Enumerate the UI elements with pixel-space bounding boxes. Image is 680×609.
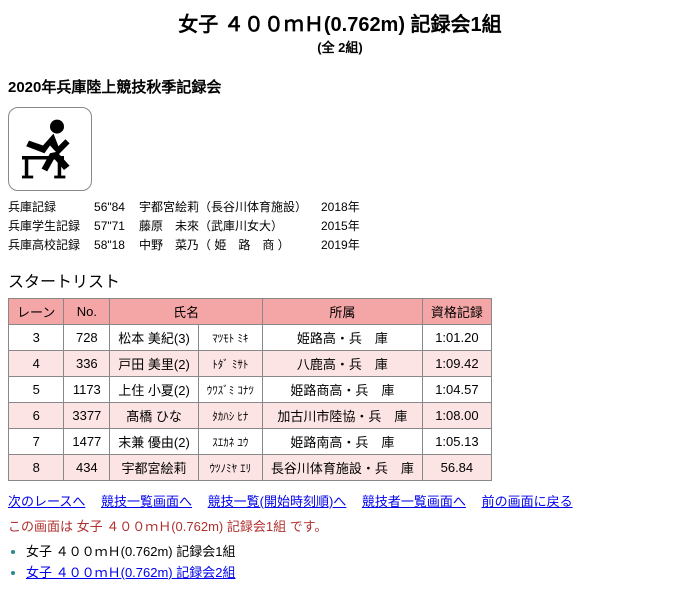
nav-links: 次のレースへ 競技一覧画面へ 競技一覧(開始時刻順)へ 競技者一覧画面へ 前の画… (8, 491, 672, 510)
cell-name: 末兼 優由(2) (110, 429, 199, 455)
heat-link[interactable]: 女子 ４００ｍＨ(0.762m) 記録会2組 (26, 565, 235, 580)
cell-no: 728 (64, 325, 110, 351)
cell-kana: ﾀｶﾊｼ ﾋﾅ (198, 403, 262, 429)
cell-no: 1477 (64, 429, 110, 455)
record-label: 兵庫記録 (8, 197, 94, 216)
col-lane: レーン (9, 299, 64, 325)
cell-lane: 7 (9, 429, 64, 455)
col-name: 氏名 (110, 299, 263, 325)
cell-lane: 5 (9, 377, 64, 403)
cell-kana: ﾄﾀﾞ ﾐｻﾄ (198, 351, 262, 377)
record-holder: 藤原 未來（武庫川女大） (139, 216, 321, 235)
cell-affil: 姫路南高・兵 庫 (262, 429, 422, 455)
link-next-race[interactable]: 次のレースへ (8, 494, 85, 509)
record-row: 兵庫学生記録57"71藤原 未來（武庫川女大）2015年 (8, 216, 374, 235)
cell-lane: 4 (9, 351, 64, 377)
record-row: 兵庫記録56"84宇都宮絵莉（長谷川体育施設）2018年 (8, 197, 374, 216)
heat-count: (全 2組) (8, 37, 672, 56)
cell-affil: 姫路商高・兵 庫 (262, 377, 422, 403)
startlist-header-row: レーン No. 氏名 所属 資格記録 (9, 299, 492, 325)
title-block: 女子 ４００ｍＨ(0.762m) 記録会1組 (全 2組) (8, 8, 672, 56)
cell-no: 434 (64, 455, 110, 481)
cell-qual: 1:05.13 (422, 429, 491, 455)
cell-no: 1173 (64, 377, 110, 403)
cell-kana: ｳﾜｽﾞﾐ ｺﾅﾂ (198, 377, 262, 403)
cell-kana: ｽｴｶﾈ ﾕｳ (198, 429, 262, 455)
record-year: 2015年 (321, 216, 374, 235)
record-mark: 58"18 (94, 235, 139, 254)
record-label: 兵庫高校記録 (8, 235, 94, 254)
cell-lane: 6 (9, 403, 64, 429)
link-event-list-time[interactable]: 競技一覧(開始時刻順)へ (208, 494, 347, 509)
record-holder: 宇都宮絵莉（長谷川体育施設） (139, 197, 321, 216)
cell-name: 上住 小夏(2) (110, 377, 199, 403)
startlist-row: 3728松本 美紀(3)ﾏﾂﾓﾄ ﾐｷ姫路高・兵 庫1:01.20 (9, 325, 492, 351)
startlist-header: スタートリスト (8, 268, 672, 292)
cell-name: 松本 美紀(3) (110, 325, 199, 351)
heat-current-label: 女子 ４００ｍＨ(0.762m) 記録会1組 (26, 544, 235, 559)
cell-qual: 1:09.42 (422, 351, 491, 377)
cell-kana: ｳﾂﾉﾐﾔ ｴﾘ (198, 455, 262, 481)
event-icon-box (8, 107, 92, 191)
cell-kana: ﾏﾂﾓﾄ ﾐｷ (198, 325, 262, 351)
footer-note: この画面は 女子 ４００ｍＨ(0.762m) 記録会1組 です。 (8, 516, 672, 535)
cell-name: 戸田 美里(2) (110, 351, 199, 377)
col-qual: 資格記録 (422, 299, 491, 325)
startlist-row: 71477末兼 優由(2)ｽｴｶﾈ ﾕｳ姫路南高・兵 庫1:05.13 (9, 429, 492, 455)
cell-name: 髙橋 ひな (110, 403, 199, 429)
startlist-table: レーン No. 氏名 所属 資格記録 3728松本 美紀(3)ﾏﾂﾓﾄ ﾐｷ姫路… (8, 298, 492, 481)
record-label: 兵庫学生記録 (8, 216, 94, 235)
record-year: 2018年 (321, 197, 374, 216)
link-athlete-list[interactable]: 競技者一覧画面へ (362, 494, 466, 509)
cell-no: 336 (64, 351, 110, 377)
cell-affil: 八鹿高・兵 庫 (262, 351, 422, 377)
startlist-row: 4336戸田 美里(2)ﾄﾀﾞ ﾐｻﾄ八鹿高・兵 庫1:09.42 (9, 351, 492, 377)
cell-qual: 1:01.20 (422, 325, 491, 351)
record-row: 兵庫高校記録58"18中野 菜乃（ 姫 路 商 ）2019年 (8, 235, 374, 254)
cell-lane: 3 (9, 325, 64, 351)
heat-list-item: 女子 ４００ｍＨ(0.762m) 記録会2組 (26, 562, 672, 581)
record-mark: 57"71 (94, 216, 139, 235)
cell-affil: 長谷川体育施設・兵 庫 (262, 455, 422, 481)
meet-name: 2020年兵庫陸上競技秋季記録会 (8, 76, 672, 97)
link-event-list[interactable]: 競技一覧画面へ (101, 494, 192, 509)
records-table: 兵庫記録56"84宇都宮絵莉（長谷川体育施設）2018年兵庫学生記録57"71藤… (8, 197, 374, 254)
link-back[interactable]: 前の画面に戻る (482, 494, 573, 509)
col-affil: 所属 (262, 299, 422, 325)
event-title: 女子 ４００ｍＨ(0.762m) 記録会1組 (8, 8, 672, 37)
hurdles-icon (15, 114, 85, 184)
cell-affil: 加古川市陸協・兵 庫 (262, 403, 422, 429)
cell-no: 3377 (64, 403, 110, 429)
cell-affil: 姫路高・兵 庫 (262, 325, 422, 351)
heat-list: 女子 ４００ｍＨ(0.762m) 記録会1組女子 ４００ｍＨ(0.762m) 記… (26, 541, 672, 581)
startlist-row: 51173上住 小夏(2)ｳﾜｽﾞﾐ ｺﾅﾂ姫路商高・兵 庫1:04.57 (9, 377, 492, 403)
record-mark: 56"84 (94, 197, 139, 216)
cell-qual: 1:08.00 (422, 403, 491, 429)
startlist-row: 8434宇都宮絵莉ｳﾂﾉﾐﾔ ｴﾘ長谷川体育施設・兵 庫56.84 (9, 455, 492, 481)
col-no: No. (64, 299, 110, 325)
cell-name: 宇都宮絵莉 (110, 455, 199, 481)
record-year: 2019年 (321, 235, 374, 254)
cell-qual: 56.84 (422, 455, 491, 481)
record-holder: 中野 菜乃（ 姫 路 商 ） (139, 235, 321, 254)
cell-lane: 8 (9, 455, 64, 481)
cell-qual: 1:04.57 (422, 377, 491, 403)
heat-list-item: 女子 ４００ｍＨ(0.762m) 記録会1組 (26, 541, 672, 560)
startlist-row: 63377髙橋 ひなﾀｶﾊｼ ﾋﾅ加古川市陸協・兵 庫1:08.00 (9, 403, 492, 429)
